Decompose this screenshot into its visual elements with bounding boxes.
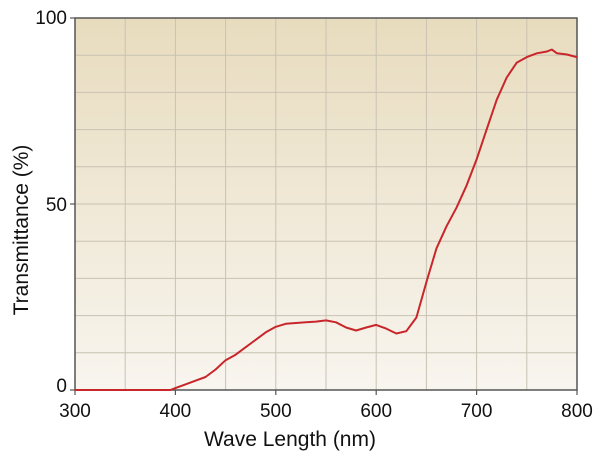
data-point [285, 323, 287, 325]
data-point [486, 129, 488, 131]
y-tick-label: 100 [35, 8, 67, 29]
data-point [235, 354, 237, 356]
data-point [295, 322, 297, 324]
data-point [551, 49, 553, 51]
data-point [566, 53, 568, 56]
data-point [415, 316, 417, 319]
x-tick-label: 700 [461, 401, 493, 422]
data-point [325, 319, 327, 322]
data-point [315, 320, 317, 323]
y-axis-title: Transmittance (%) [10, 145, 33, 316]
data-point [74, 389, 76, 391]
data-point [134, 389, 136, 391]
data-point [245, 346, 247, 348]
data-point [395, 332, 397, 335]
data-point [465, 184, 468, 186]
data-point [214, 368, 217, 371]
data-point [114, 389, 116, 391]
data-point [355, 329, 357, 332]
data-point [526, 56, 528, 58]
data-point [506, 76, 508, 79]
data-point [556, 52, 558, 54]
data-point [225, 359, 227, 361]
x-tick-label: 800 [561, 401, 593, 422]
y-tick-label: 50 [46, 195, 67, 216]
data-point [345, 326, 347, 329]
data-points [74, 49, 578, 391]
data-point [204, 376, 207, 378]
data-point [184, 383, 187, 386]
y-tick-labels: 0 50 100 [35, 8, 67, 397]
x-tick-label: 300 [59, 401, 91, 422]
x-tick-label: 400 [160, 401, 192, 422]
data-point [435, 248, 438, 250]
data-point [455, 207, 458, 209]
axis-ticks [70, 17, 578, 395]
data-point [305, 321, 307, 323]
data-point [94, 389, 96, 391]
data-point [516, 62, 518, 64]
data-point [546, 50, 548, 53]
data-point [385, 328, 387, 330]
data-point [365, 326, 367, 329]
data-point [425, 281, 427, 283]
data-point [335, 321, 337, 323]
x-axis-title: Wave Length (nm) [204, 428, 376, 451]
data-point [405, 330, 407, 332]
data-point [571, 55, 573, 57]
grid [75, 18, 577, 390]
data-point [169, 389, 171, 391]
x-tick-label: 500 [260, 401, 292, 422]
data-point [576, 56, 578, 58]
data-point [255, 339, 257, 341]
data-point [496, 99, 498, 101]
y-tick-label: 0 [56, 376, 67, 397]
data-point [265, 331, 267, 333]
data-point [194, 380, 197, 382]
data-point [536, 52, 538, 54]
data-point [174, 387, 176, 389]
x-tick-label: 600 [360, 401, 392, 422]
data-point [275, 326, 277, 328]
data-point [375, 324, 377, 326]
data-point [154, 389, 156, 391]
data-point [445, 225, 448, 227]
x-tick-labels: 300 400 500 600 700 800 [59, 401, 593, 422]
data-point [476, 158, 478, 160]
